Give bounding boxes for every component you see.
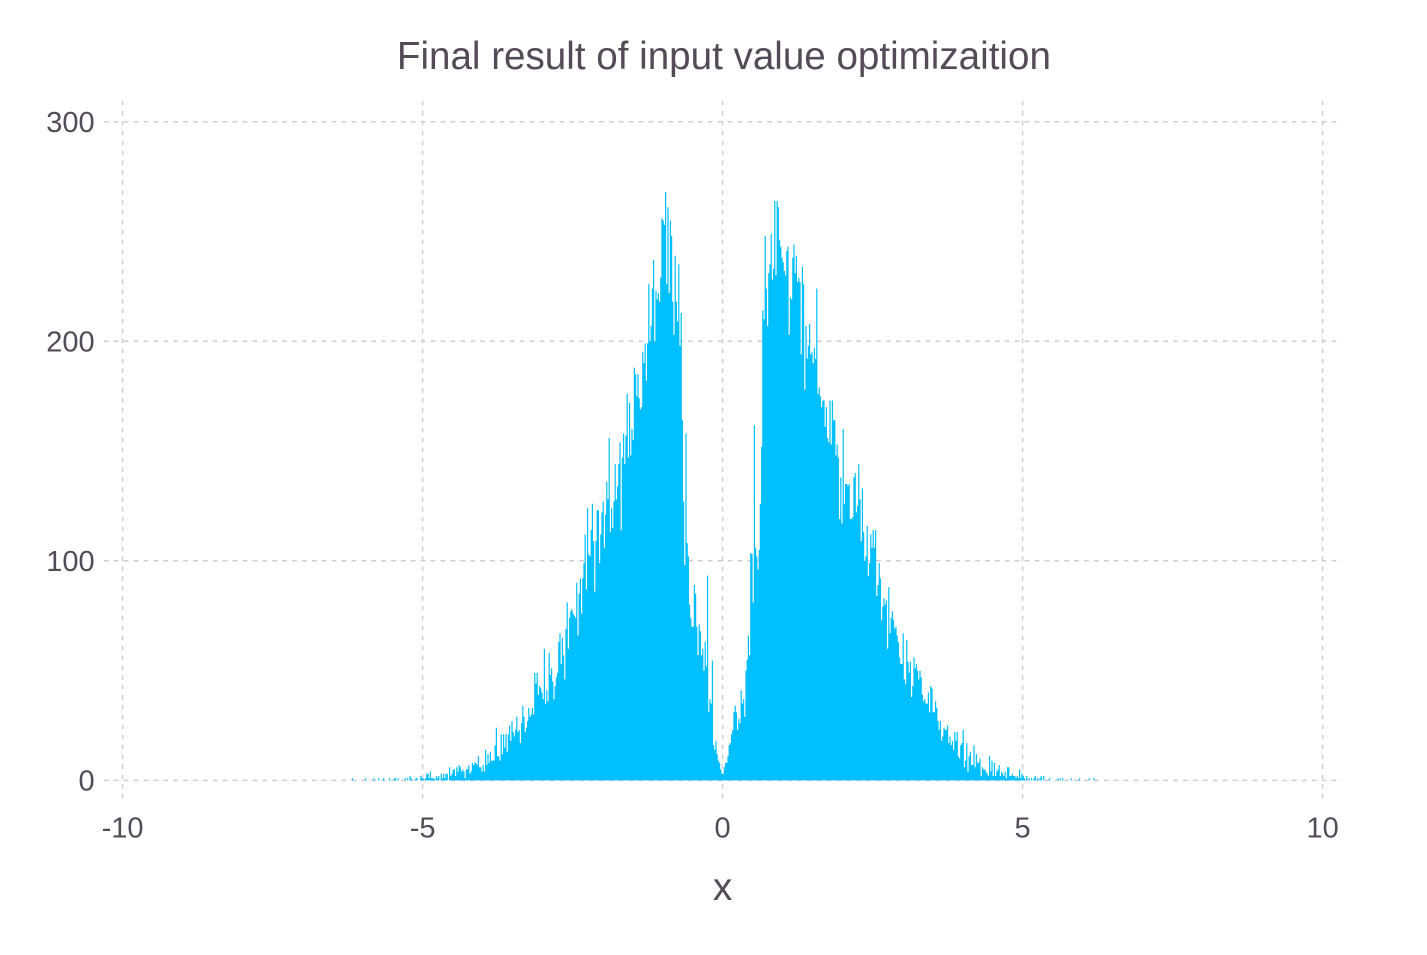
svg-text:100: 100 [46,546,94,578]
svg-text:300: 300 [46,107,94,139]
svg-text:x: x [713,866,733,909]
svg-text:0: 0 [715,812,731,844]
svg-text:-5: -5 [410,812,436,844]
svg-text:5: 5 [1015,812,1031,844]
svg-text:-10: -10 [102,812,144,844]
svg-text:10: 10 [1306,812,1338,844]
svg-text:200: 200 [46,327,94,359]
svg-text:0: 0 [78,766,94,798]
svg-text:Final result of input value op: Final result of input value optimizaitio… [397,35,1051,78]
